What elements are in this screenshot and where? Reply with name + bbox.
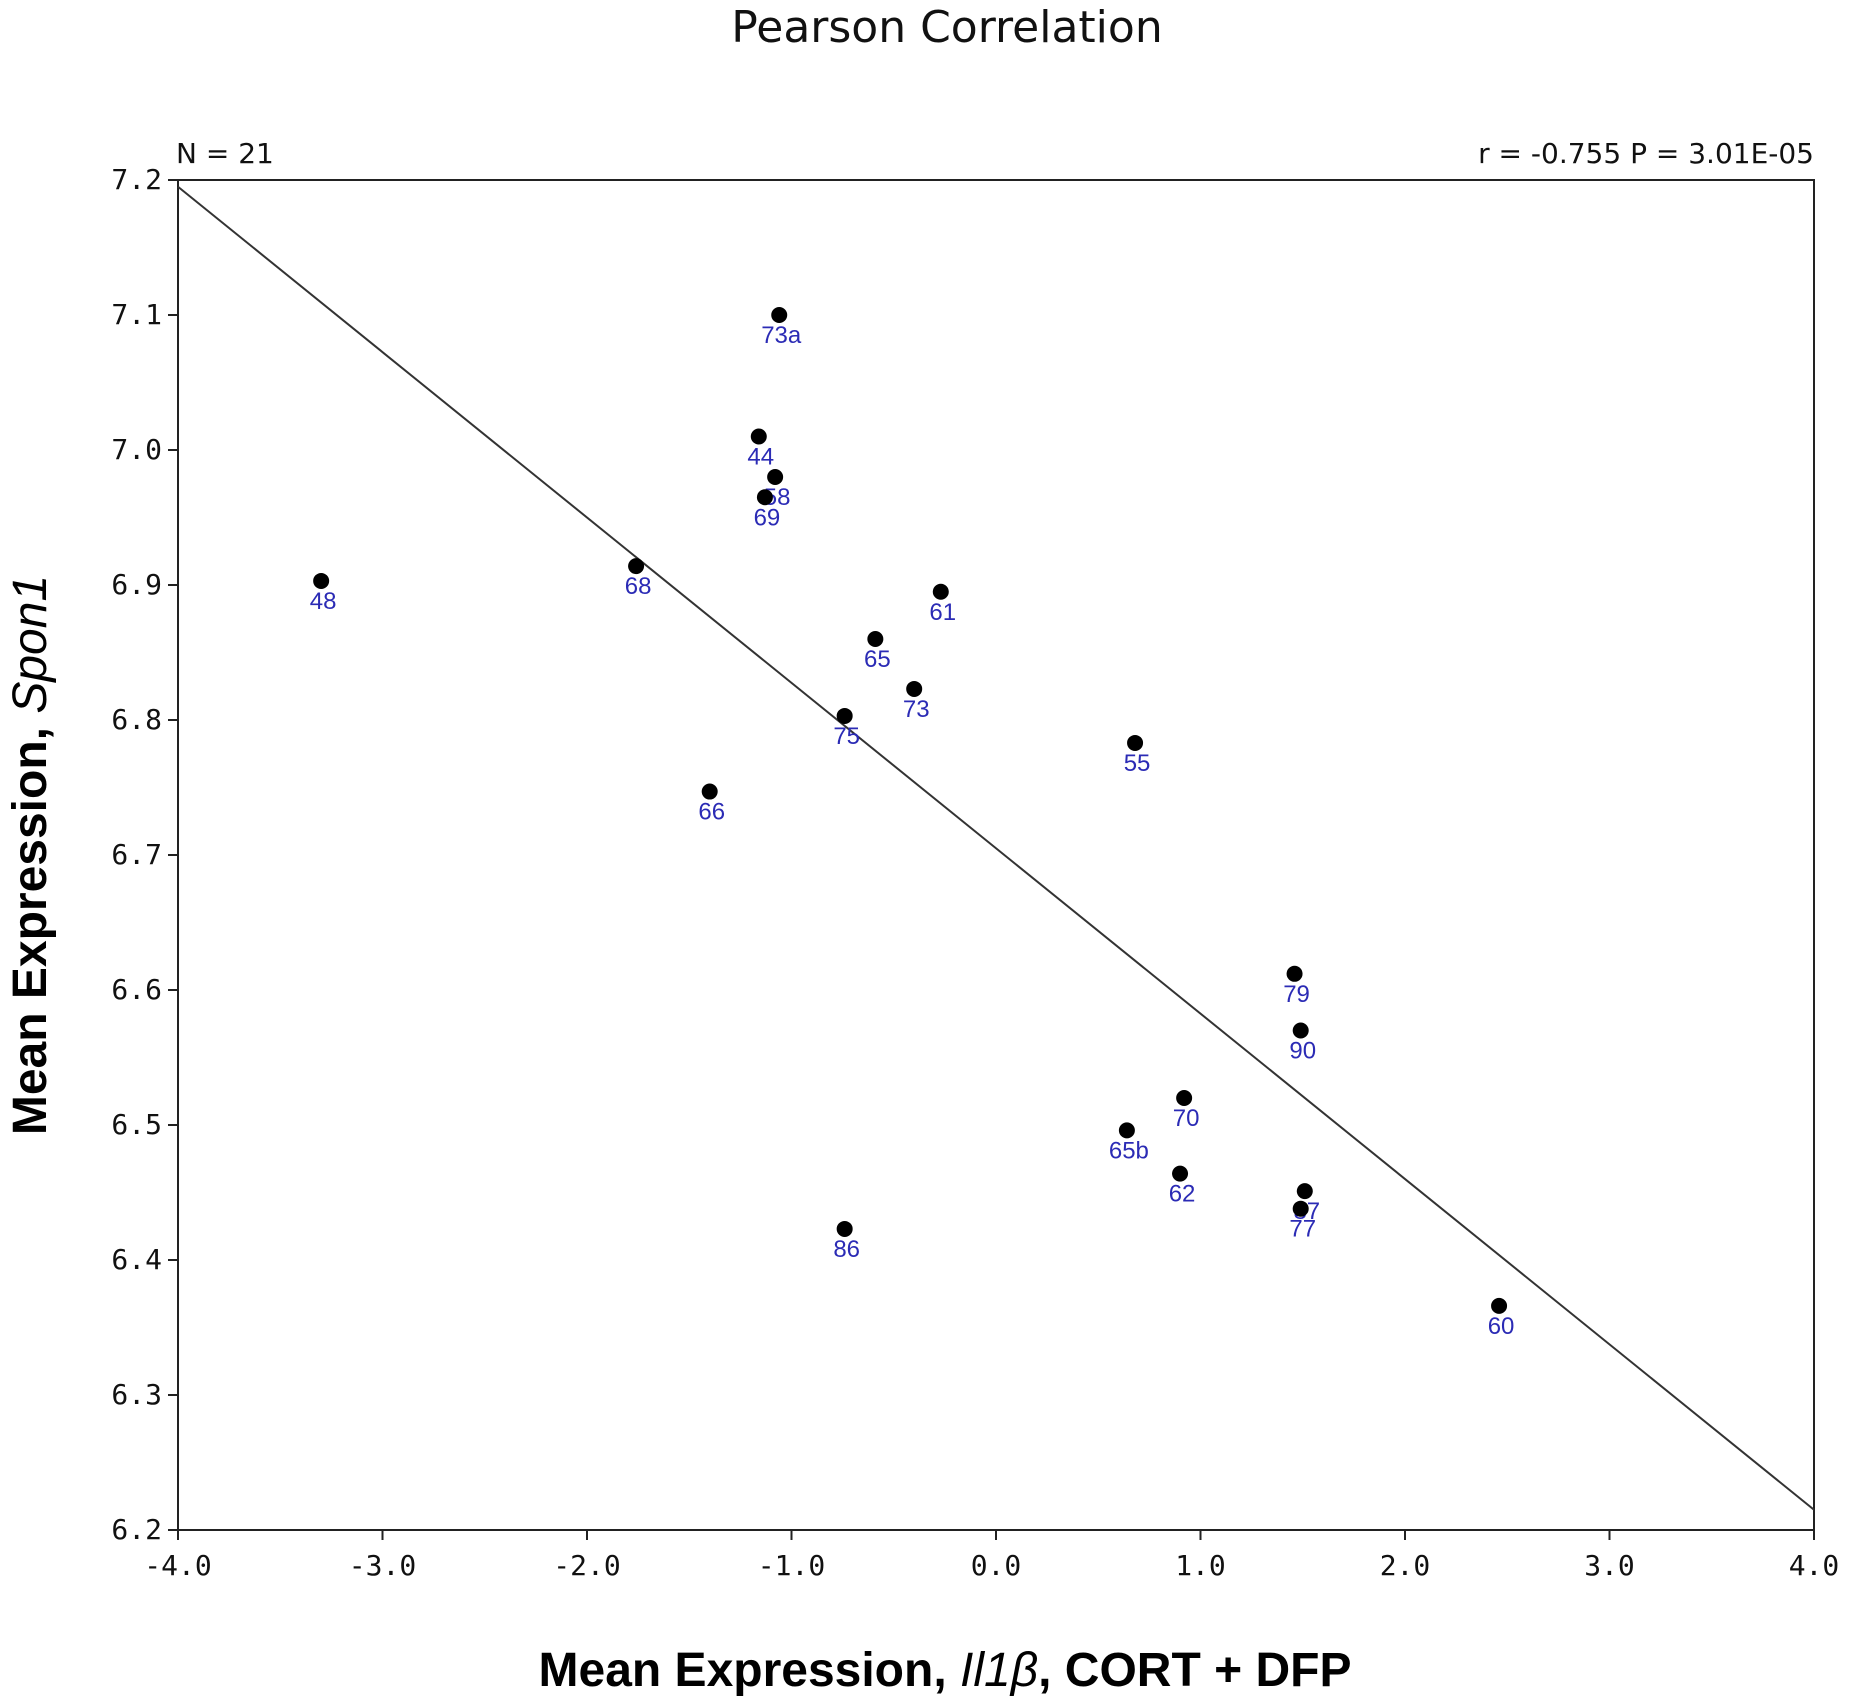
data-point-label: 55 bbox=[1124, 750, 1151, 777]
data-point bbox=[867, 631, 884, 647]
data-point bbox=[628, 558, 645, 575]
x-tick-label: -4.0 bbox=[144, 1549, 211, 1582]
x-axis-label: Mean Expression, Il1β, CORT + DFP bbox=[539, 1644, 1352, 1697]
data-point bbox=[771, 307, 788, 323]
data-point-label: 86 bbox=[833, 1236, 860, 1263]
y-tick-label: 6.9 bbox=[111, 568, 162, 601]
data-point bbox=[1286, 965, 1303, 982]
data-point-label: 48 bbox=[310, 588, 337, 615]
data-point bbox=[1296, 1183, 1313, 1200]
data-point-label: 44 bbox=[747, 444, 774, 471]
y-tick-label: 6.6 bbox=[111, 973, 162, 1006]
y-tick-label: 6.3 bbox=[111, 1378, 162, 1411]
x-tick-label: 4.0 bbox=[1789, 1549, 1840, 1582]
data-point bbox=[836, 707, 853, 724]
data-point-label: 75 bbox=[833, 723, 860, 750]
y-tick-label: 7.1 bbox=[111, 298, 162, 331]
x-tick-label: 3.0 bbox=[1584, 1549, 1635, 1582]
sample-count-label: N = 21 bbox=[176, 137, 274, 170]
x-tick-label: -3.0 bbox=[349, 1549, 416, 1582]
data-point bbox=[1292, 1200, 1309, 1217]
data-point bbox=[1176, 1090, 1193, 1106]
y-tick-label: 6.4 bbox=[111, 1243, 162, 1276]
data-point bbox=[932, 583, 949, 600]
x-axis-label-gene: Il1β bbox=[960, 1644, 1038, 1697]
data-point bbox=[1118, 1122, 1135, 1139]
data-point-label: 66 bbox=[698, 799, 725, 826]
data-point bbox=[313, 572, 330, 589]
y-tick-label: 6.7 bbox=[111, 838, 162, 871]
data-point-label: 73 bbox=[903, 696, 930, 723]
correlation-stats-label: r = -0.755 P = 3.01E-05 bbox=[1478, 137, 1814, 170]
y-tick-label: 6.5 bbox=[111, 1108, 162, 1141]
plot-frame bbox=[177, 179, 1815, 1531]
data-point bbox=[767, 469, 784, 485]
data-point bbox=[756, 489, 773, 506]
x-axis-label-suffix: , CORT + DFP bbox=[1038, 1644, 1351, 1697]
chart-title: Pearson Correlation bbox=[731, 2, 1162, 53]
data-point bbox=[1491, 1297, 1508, 1314]
y-tick-label: 7.2 bbox=[111, 163, 162, 196]
y-axis-label: Mean Expression, Spon1 bbox=[4, 575, 57, 1135]
y-axis-ticks: 6.2 6.3 6.4 6.5 6.6 6.7 6.8 6.9 7.0 7.1 7.2 bbox=[111, 163, 178, 1546]
data-point bbox=[701, 783, 718, 800]
data-point-label: 62 bbox=[1169, 1181, 1196, 1208]
data-point bbox=[906, 680, 923, 697]
y-tick-label: 6.2 bbox=[111, 1513, 162, 1546]
data-points: 73a445869486861657375556679907065b628777… bbox=[310, 307, 1515, 1340]
x-tick-label: -1.0 bbox=[758, 1549, 825, 1582]
data-point-label: 77 bbox=[1289, 1216, 1316, 1243]
x-tick-label: 2.0 bbox=[1380, 1549, 1431, 1582]
data-point-label: 65 bbox=[864, 646, 891, 673]
data-point-label: 65b bbox=[1109, 1137, 1149, 1164]
data-point bbox=[1292, 1022, 1309, 1039]
data-point-label: 73a bbox=[761, 322, 802, 349]
data-point bbox=[750, 428, 767, 445]
data-point bbox=[1127, 734, 1144, 751]
data-point bbox=[1172, 1165, 1189, 1182]
x-tick-label: 0.0 bbox=[971, 1549, 1022, 1582]
data-point-label: 79 bbox=[1283, 981, 1310, 1008]
data-point-label: 68 bbox=[625, 573, 652, 600]
x-axis-ticks: -4.0 -3.0 -2.0 -1.0 0.0 1.0 2.0 3.0 4.0 bbox=[144, 1530, 1839, 1582]
x-axis-label-prefix: Mean Expression, bbox=[539, 1644, 960, 1697]
data-point-label: 90 bbox=[1289, 1038, 1316, 1065]
data-point bbox=[836, 1220, 853, 1237]
data-point-label: 69 bbox=[754, 504, 781, 531]
data-point-label: 61 bbox=[929, 599, 956, 626]
data-point-label: 70 bbox=[1173, 1105, 1200, 1132]
x-tick-label: 1.0 bbox=[1175, 1549, 1226, 1582]
x-tick-label: -2.0 bbox=[553, 1549, 620, 1582]
regression-line bbox=[177, 185, 1815, 1511]
y-axis-label-prefix: Mean Expression, bbox=[4, 714, 57, 1135]
y-axis-label-gene: Spon1 bbox=[4, 575, 57, 714]
data-point-label: 60 bbox=[1488, 1313, 1515, 1340]
y-tick-label: 7.0 bbox=[111, 433, 162, 466]
y-tick-label: 6.8 bbox=[111, 703, 162, 736]
